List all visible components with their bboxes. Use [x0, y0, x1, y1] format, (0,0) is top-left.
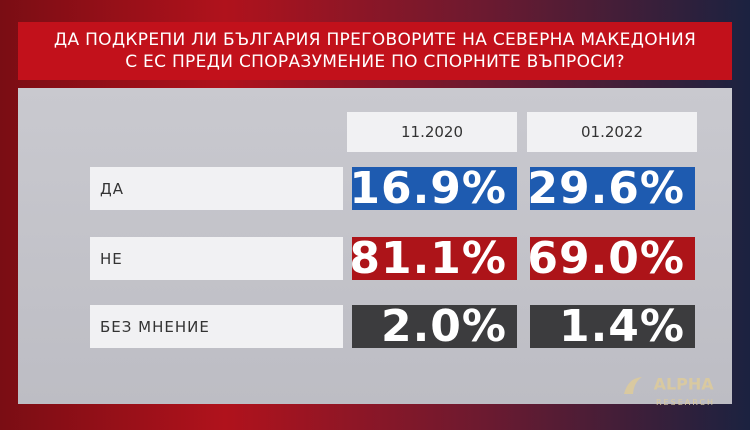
value-cell: 2.0% — [352, 301, 517, 352]
column-header: 11.2020 — [347, 112, 517, 152]
title-line: ДА ПОДКРЕПИ ЛИ БЪЛГАРИЯ ПРЕГОВОРИТЕ НА С… — [53, 30, 697, 50]
value-cell: 1.4% — [530, 301, 695, 352]
row-label: НЕ — [90, 237, 343, 280]
column-header: 01.2022 — [527, 112, 697, 152]
value-cell: 16.9% — [349, 163, 517, 214]
logo-subtitle: RESEARCH — [656, 398, 715, 407]
logo-name: ALPHA — [653, 374, 714, 394]
value-cell: 29.6% — [527, 163, 695, 214]
title-line: С ЕС ПРЕДИ СПОРАЗУМЕНИЕ ПО СПОРНИТЕ ВЪПР… — [125, 52, 625, 72]
logo: ALPHA RESEARCH — [620, 374, 715, 410]
title-bar: ДА ПОДКРЕПИ ЛИ БЪЛГАРИЯ ПРЕГОВОРИТЕ НА С… — [18, 22, 732, 80]
value-cell: 69.0% — [527, 233, 695, 284]
row-label: ДА — [90, 167, 343, 210]
logo-icon — [624, 377, 642, 394]
value-cell: 81.1% — [349, 233, 517, 284]
row-label: БЕЗ МНЕНИЕ — [90, 305, 343, 348]
